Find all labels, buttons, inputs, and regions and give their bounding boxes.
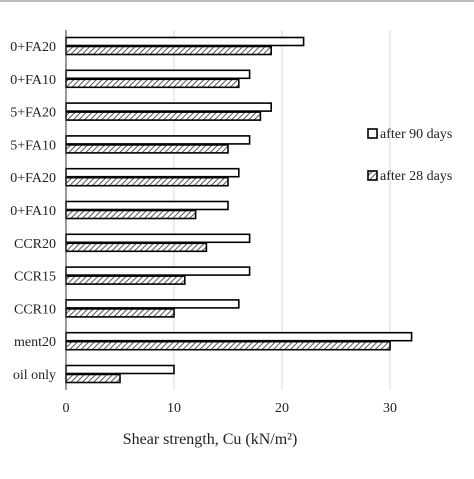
category-label-9: ment20 — [14, 335, 56, 350]
bar-90-days-5 — [65, 200, 229, 211]
bar-90-days-10 — [65, 364, 175, 375]
bar-28-days-2 — [65, 111, 262, 121]
bar-28-days-5 — [65, 209, 197, 220]
bar-90-days-4 — [65, 167, 240, 178]
category-label-5: 0+FA10 — [10, 204, 56, 219]
category-label-3: 5+FA10 — [10, 138, 56, 153]
category-label-2: 5+FA20 — [10, 106, 56, 121]
bar-28-days-1 — [65, 78, 240, 89]
bar-28-days-10 — [65, 373, 121, 384]
category-label-6: CCR20 — [14, 237, 56, 252]
bar-28-days-7 — [65, 275, 186, 285]
category-label-8: CCR10 — [14, 302, 56, 317]
bar-28-days-4 — [65, 176, 229, 187]
legend-swatch-0 — [367, 128, 378, 139]
category-label-7: CCR15 — [14, 270, 56, 285]
bar-90-days-7 — [65, 266, 251, 276]
bar-28-days-6 — [65, 242, 208, 253]
category-label-10: oil only — [13, 368, 56, 383]
bar-90-days-9 — [65, 331, 413, 342]
bars — [65, 36, 413, 384]
bar-90-days-3 — [65, 135, 251, 145]
legend-swatch-1 — [367, 170, 378, 181]
legend-label-0: after 90 days — [380, 127, 452, 142]
legend-label-1: after 28 days — [380, 169, 452, 184]
x-tick-label-20: 20 — [275, 401, 289, 416]
category-labels: 0+FA20 0+FA10 5+FA20 5+FA10 0+FA20 0+FA10 CCR2… — [10, 40, 56, 383]
bar-90-days-8 — [65, 299, 240, 309]
bar-28-days-0 — [65, 45, 272, 56]
bar-28-days-9 — [65, 340, 391, 351]
x-tick-label-30: 30 — [383, 401, 397, 416]
top-border-line — [0, 0, 474, 2]
x-tick-labels: 0 10 20 30 — [63, 401, 398, 416]
legend: after 90 days after 28 days — [367, 127, 452, 184]
category-label-1: 0+FA10 — [10, 73, 56, 88]
x-axis-label: Shear strength, Cu (kN/m²) — [123, 431, 298, 448]
x-tick-label-0: 0 — [63, 401, 70, 416]
bar-28-days-3 — [65, 144, 229, 154]
category-label-4: 0+FA20 — [10, 171, 56, 186]
x-tick-label-10: 10 — [167, 401, 181, 416]
category-label-0: 0+FA20 — [10, 40, 56, 55]
bar-90-days-1 — [65, 69, 251, 80]
bar-28-days-8 — [65, 308, 175, 318]
bar-90-days-0 — [65, 36, 305, 47]
bar-90-days-2 — [65, 102, 272, 112]
bar-90-days-6 — [65, 233, 251, 244]
